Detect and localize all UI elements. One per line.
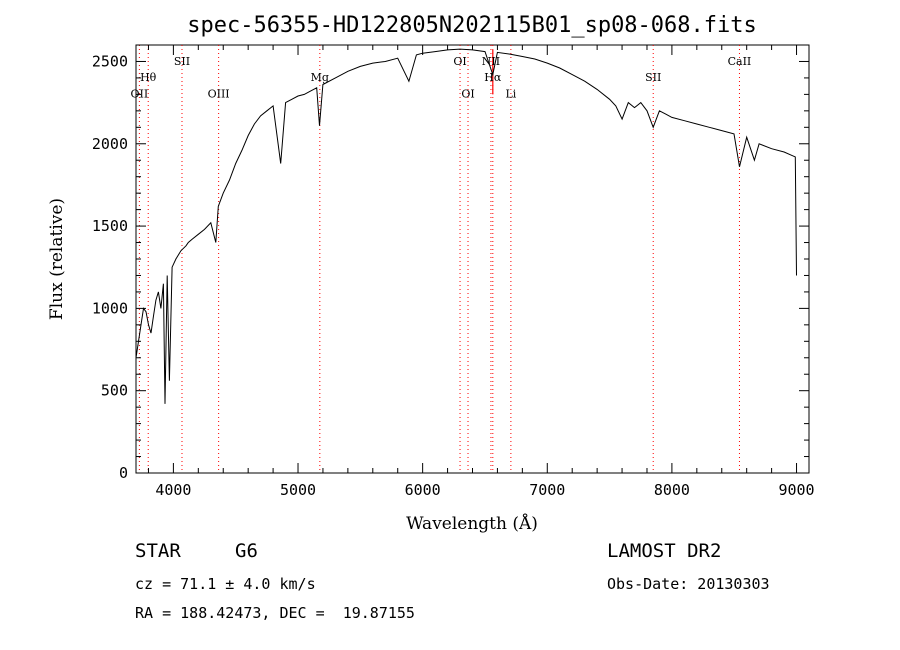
line-label-1: OII [131,88,149,101]
x-tick-label-5000: 5000 [280,481,316,499]
obs-date-readout: Obs-Date: 20130303 [607,575,770,593]
x-tick-label-9000: 9000 [778,481,814,499]
plot-frame [135,44,810,474]
line-label-11: CaII [728,55,752,68]
x-tick-label-6000: 6000 [405,481,441,499]
x-axis-label: Wavelength (Å) [406,513,538,534]
line-label-3: OIII [208,88,230,101]
y-tick-label-0: 0 [119,464,128,482]
y-tick-label-2000: 2000 [92,135,128,153]
y-tick-label-1500: 1500 [92,217,128,235]
object-class-label: STAR [135,540,181,562]
y-axis-label: Flux (relative) [47,198,67,320]
line-label-7: NII [482,55,500,68]
line-label-5: OI [453,55,466,68]
coordinates-readout: RA = 188.42473, DEC = 19.87155 [135,604,415,622]
line-label-0: Hθ [140,71,157,84]
survey-label: LAMOST DR2 [607,540,722,562]
line-label-2: SII [174,55,190,68]
x-tick-label-4000: 4000 [155,481,191,499]
y-tick-label-2500: 2500 [92,52,128,70]
line-label-8: Hα [484,71,502,84]
redshift-readout: cz = 71.1 ± 4.0 km/s [135,575,316,593]
spectral-subclass: G6 [235,540,258,562]
line-label-6: OI [461,88,474,101]
line-label-9: Li [505,88,516,101]
x-tick-label-7000: 7000 [529,481,565,499]
chart-title: spec-56355-HD122805N202115B01_sp08-068.f… [187,13,757,38]
y-tick-label-500: 500 [101,382,128,400]
line-label-4: Mg [311,71,329,84]
plot-area: 4000 5000 6000 7000 8000 9000 0 500 1000 1500 2000… [92,44,815,499]
y-tick-label-1000: 1000 [92,299,128,317]
x-tick-label-8000: 8000 [654,481,690,499]
line-label-10: SII [645,71,661,84]
spectrum-series-0 [135,48,797,404]
